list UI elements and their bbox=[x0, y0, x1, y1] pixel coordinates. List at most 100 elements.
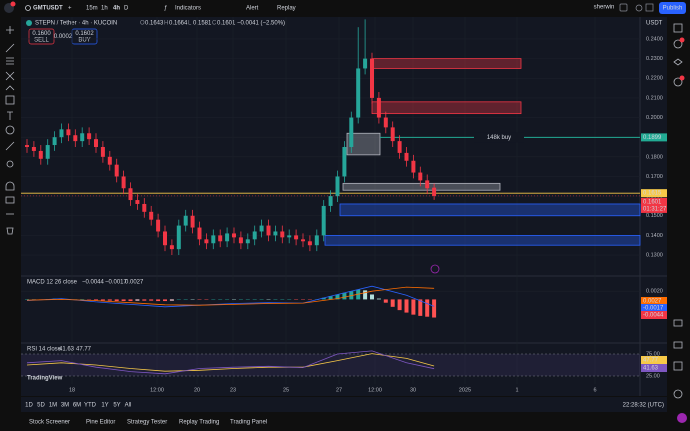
candle-body bbox=[204, 239, 209, 244]
sell-label[interactable]: SELL bbox=[34, 38, 49, 44]
range-button[interactable]: 5Y bbox=[113, 403, 120, 409]
forecast-tool[interactable] bbox=[5, 85, 15, 91]
last-price-badge: 0.1601 bbox=[643, 199, 662, 205]
rsi-ma-line bbox=[26, 353, 435, 372]
candle-body bbox=[370, 58, 374, 98]
calendar-icon[interactable] bbox=[673, 361, 683, 371]
candle-body bbox=[232, 233, 236, 238]
interval[interactable]: 4h bbox=[113, 6, 120, 12]
range-button[interactable]: All bbox=[125, 403, 132, 409]
fib-tool[interactable] bbox=[6, 57, 14, 65]
range-button[interactable]: 1D bbox=[25, 403, 33, 409]
indicators-button[interactable]: Indicators bbox=[175, 6, 201, 12]
range-button[interactable]: YTD bbox=[84, 403, 97, 409]
macd-histogram bbox=[342, 292, 347, 300]
layout-icon[interactable] bbox=[619, 3, 628, 12]
rsi-badge: 47.77 bbox=[643, 358, 659, 364]
alert-button[interactable]: Alert bbox=[246, 6, 259, 12]
candle-body bbox=[266, 225, 271, 236]
candle-body bbox=[335, 176, 340, 197]
candle-body bbox=[287, 235, 292, 238]
candle-body bbox=[301, 239, 305, 242]
trendline-tool[interactable] bbox=[5, 43, 15, 53]
alerts-icon[interactable] bbox=[673, 39, 683, 49]
help-icon[interactable] bbox=[673, 389, 683, 399]
crosshair-tool[interactable] bbox=[6, 26, 14, 34]
candle-body bbox=[280, 231, 285, 238]
macd-histogram bbox=[328, 296, 333, 300]
replay-button[interactable]: Replay bbox=[277, 6, 296, 12]
add-symbol[interactable]: + bbox=[68, 6, 72, 12]
magnet-tool[interactable] bbox=[5, 181, 15, 191]
zoom-tool[interactable] bbox=[6, 160, 14, 168]
footer-tab[interactable]: Trading Panel bbox=[230, 420, 267, 426]
x-tick-label: 12:00 bbox=[368, 387, 382, 393]
shapes-tool[interactable] bbox=[5, 95, 15, 105]
hotlist-icon[interactable] bbox=[673, 77, 683, 87]
x-tick-label: 30 bbox=[410, 387, 416, 393]
zone bbox=[339, 203, 641, 217]
y-tick-label: 0.1700 bbox=[646, 174, 663, 180]
candle-body bbox=[176, 225, 181, 250]
footer-tab[interactable]: Replay Trading bbox=[179, 420, 219, 426]
y-tick-label: 0.2400 bbox=[646, 36, 663, 42]
symbol[interactable]: GMTUSDT bbox=[33, 6, 63, 12]
rsi-badge: 41.63 bbox=[643, 366, 659, 372]
range-button[interactable]: 3M bbox=[61, 403, 69, 409]
sell-button[interactable] bbox=[28, 28, 55, 45]
footer-tab[interactable]: Strategy Tester bbox=[127, 420, 167, 426]
y-tick-label: 0.2300 bbox=[646, 56, 663, 62]
range-button[interactable]: 1Y bbox=[101, 403, 108, 409]
ruler-tool[interactable] bbox=[5, 141, 15, 151]
buy-price[interactable]: 0.1602 bbox=[75, 31, 94, 37]
watchlist-icon[interactable] bbox=[673, 23, 683, 33]
candle-body bbox=[87, 133, 92, 140]
y-tick-label: 0.1500 bbox=[646, 213, 663, 219]
range-button[interactable]: 1M bbox=[49, 403, 57, 409]
indicators-icon[interactable]: ƒ bbox=[164, 6, 167, 12]
y-tick-label: 0.2200 bbox=[646, 76, 663, 82]
chat-icon[interactable] bbox=[673, 319, 683, 327]
candle-body bbox=[259, 225, 264, 232]
candle-body bbox=[66, 129, 71, 136]
text-tool[interactable] bbox=[7, 111, 13, 120]
range-button[interactable]: 6M bbox=[73, 403, 81, 409]
interval[interactable]: 1h bbox=[101, 6, 108, 12]
emoji-tool[interactable] bbox=[5, 125, 15, 135]
level-badge-bg bbox=[641, 189, 667, 198]
footer-tab[interactable]: Stock Screener bbox=[29, 420, 70, 426]
footer-tab[interactable]: Pine Editor bbox=[86, 420, 115, 426]
user-name[interactable]: sherwin bbox=[594, 5, 615, 11]
y-tick-label: 0.2100 bbox=[646, 95, 663, 101]
delete-tool[interactable] bbox=[6, 227, 14, 235]
publish-label[interactable]: Publish bbox=[663, 6, 683, 12]
macd-histogram bbox=[128, 299, 133, 302]
buy-label[interactable]: BUY bbox=[78, 38, 90, 44]
ideas-icon[interactable] bbox=[673, 341, 683, 349]
fullscreen-icon[interactable] bbox=[645, 3, 654, 12]
macd-histogram bbox=[432, 299, 437, 318]
rsi-line bbox=[26, 350, 435, 375]
line-note: 148k buy bbox=[487, 135, 511, 141]
candle-body bbox=[25, 145, 29, 148]
chart-title: STEPN / Tether · 4h · KUCOIN bbox=[35, 21, 117, 27]
logo: TradingView bbox=[27, 376, 63, 382]
ohlc-key: H bbox=[164, 21, 168, 27]
search-icon[interactable] bbox=[25, 5, 31, 11]
range-button[interactable]: 5D bbox=[37, 403, 45, 409]
interval[interactable]: 15m bbox=[86, 6, 98, 12]
pattern-tool[interactable] bbox=[5, 71, 15, 81]
publish-button[interactable] bbox=[659, 2, 686, 14]
event-marker[interactable] bbox=[430, 264, 440, 274]
macd-badge-bg bbox=[641, 304, 667, 312]
candle-body bbox=[197, 227, 202, 240]
lock-tool[interactable] bbox=[5, 196, 15, 204]
sell-price[interactable]: 0.1600 bbox=[32, 31, 51, 37]
settings-icon[interactable] bbox=[635, 4, 643, 12]
assistant-icon[interactable] bbox=[677, 413, 687, 423]
interval[interactable]: D bbox=[124, 6, 129, 12]
badge bbox=[679, 75, 685, 81]
layers-icon[interactable] bbox=[673, 58, 683, 66]
candle-body bbox=[38, 150, 43, 159]
